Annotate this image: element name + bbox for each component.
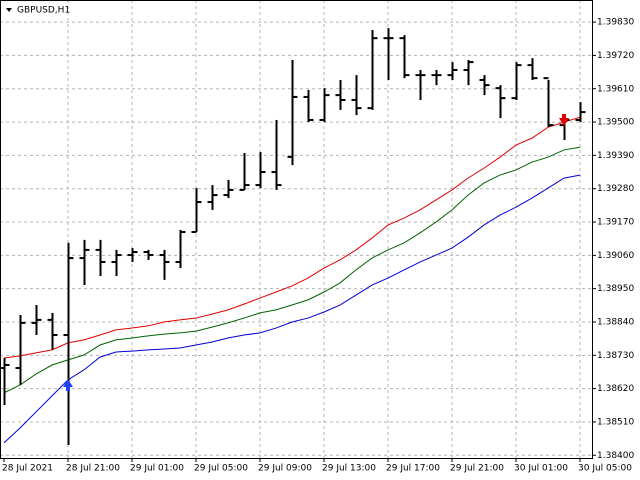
- x-tick-label: 29 Jul 01:00: [130, 464, 184, 474]
- chart-title: GBPUSD,H1: [17, 6, 70, 16]
- x-tick-label: 30 Jul 05:00: [578, 464, 632, 474]
- signal-arrow: [559, 113, 569, 126]
- x-tick-label: 30 Jul 01:00: [514, 464, 568, 474]
- y-tick-label: 1.38840: [597, 317, 634, 327]
- x-tick-label: 29 Jul 05:00: [194, 464, 248, 474]
- plot: [0, 28, 586, 445]
- y-tick-label: 1.39390: [597, 151, 634, 161]
- y-tick-label: 1.39170: [597, 218, 634, 228]
- y-tick-label: 1.39280: [597, 184, 634, 194]
- plot-border: [0, 0, 593, 459]
- signal-arrow: [63, 378, 73, 391]
- moving-average-line: [3, 116, 581, 359]
- x-tick-label: 29 Jul 13:00: [322, 464, 376, 474]
- y-tick-label: 1.39830: [597, 18, 634, 28]
- y-tick-label: 1.38950: [597, 284, 634, 294]
- x-tick-label: 28 Jul 2021: [2, 464, 53, 474]
- y-tick-label: 1.38400: [597, 451, 634, 461]
- moving-average-line: [3, 174, 581, 444]
- y-tick-label: 1.38730: [597, 351, 634, 361]
- moving-average-line: [3, 146, 581, 394]
- x-tick-label: 29 Jul 09:00: [258, 464, 312, 474]
- y-tick-label: 1.38620: [597, 384, 634, 394]
- y-tick-label: 1.39060: [597, 251, 634, 261]
- y-tick-label: 1.39610: [597, 84, 634, 94]
- y-tick-label: 1.38510: [597, 417, 634, 427]
- title-menu-icon[interactable]: [6, 8, 12, 12]
- y-tick-label: 1.39500: [597, 118, 634, 128]
- x-tick-label: 28 Jul 21:00: [66, 464, 120, 474]
- x-tick-label: 29 Jul 21:00: [450, 464, 504, 474]
- grid: [0, 0, 592, 458]
- x-tick-label: 29 Jul 17:00: [386, 464, 440, 474]
- y-tick-label: 1.39720: [597, 51, 634, 61]
